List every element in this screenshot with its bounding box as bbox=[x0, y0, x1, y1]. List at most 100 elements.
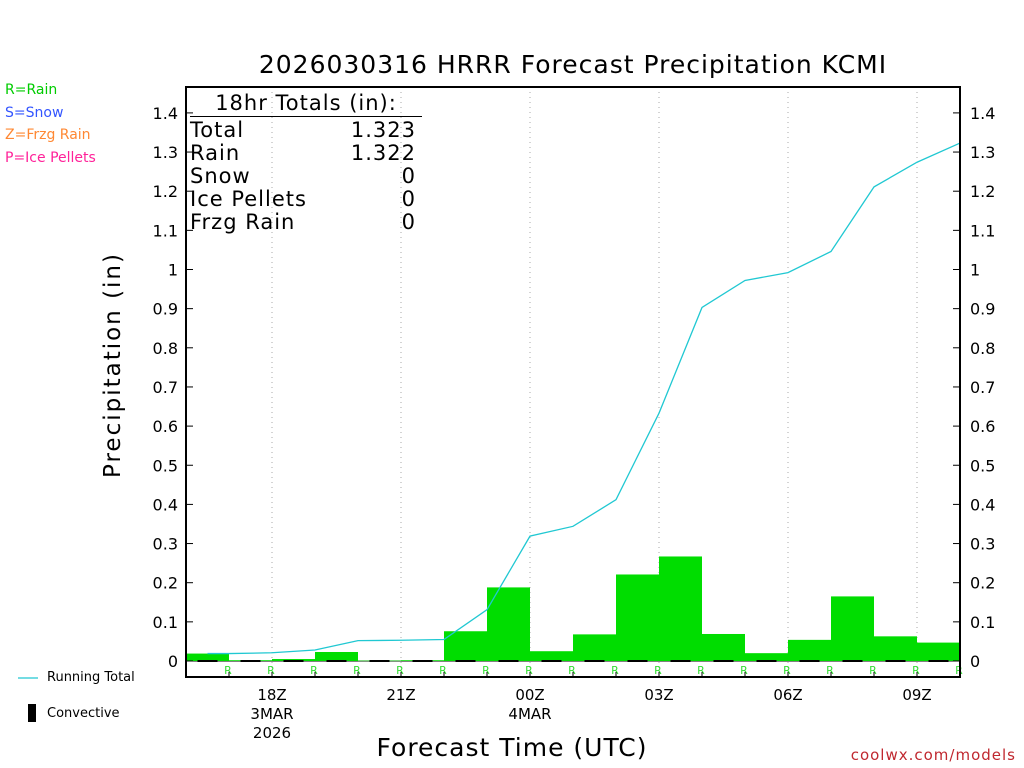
hourly-precip-bar bbox=[874, 636, 917, 661]
totals-row-total: Total 1.323 bbox=[190, 119, 422, 142]
convective-swatch bbox=[28, 704, 36, 722]
x-tick-label: 06Z bbox=[773, 686, 802, 704]
x-axis-label: Forecast Time (UTC) bbox=[376, 733, 648, 762]
ptype-label: R bbox=[353, 664, 361, 677]
y-tick-label-left: 1 bbox=[168, 261, 178, 280]
totals-header: 18hr Totals (in): bbox=[190, 92, 422, 117]
chart-title: 2026030316 HRRR Forecast Precipitation K… bbox=[258, 50, 888, 79]
y-tick-label-right: 1 bbox=[970, 261, 980, 280]
y-tick-label-left: 1.2 bbox=[153, 182, 178, 201]
ptype-label: R bbox=[740, 664, 748, 677]
x-tick-label: 2026 bbox=[253, 724, 291, 742]
legend-rain: R=Rain bbox=[5, 82, 58, 98]
x-tick-label: 09Z bbox=[902, 686, 931, 704]
hourly-precip-bar bbox=[315, 651, 358, 661]
ptype-label: R bbox=[869, 664, 877, 677]
totals-row-ice-pellets: Ice Pellets 0 bbox=[190, 188, 422, 211]
x-tick-label: 00Z bbox=[515, 686, 544, 704]
legend-running-total: Running Total bbox=[47, 670, 135, 685]
hourly-precip-bar bbox=[745, 653, 788, 661]
legend-snow: S=Snow bbox=[5, 105, 64, 121]
y-tick-label-left: 0.9 bbox=[153, 300, 178, 319]
totals-value: 0 bbox=[401, 164, 416, 188]
hourly-precip-bar bbox=[530, 651, 573, 661]
y-tick-label-left: 0.2 bbox=[153, 574, 178, 593]
ptype-label: R bbox=[396, 664, 404, 677]
y-tick-label-left: 0.5 bbox=[153, 456, 178, 475]
ptype-label: R bbox=[310, 664, 318, 677]
y-tick-label-left: 0.8 bbox=[153, 339, 178, 358]
ptype-label: R bbox=[525, 664, 533, 677]
y-tick-label-left: 0.1 bbox=[153, 613, 178, 632]
hourly-precip-bar bbox=[573, 634, 616, 661]
hourly-precip-bar bbox=[616, 574, 659, 661]
y-tick-label-right: 0.7 bbox=[970, 378, 995, 397]
ptype-label: R bbox=[267, 664, 275, 677]
legend-frzg-rain: Z=Frzg Rain bbox=[5, 127, 91, 143]
y-tick-label-left: 1.1 bbox=[153, 221, 178, 240]
y-tick-label-right: 0.6 bbox=[970, 417, 995, 436]
ptype-label: R bbox=[826, 664, 834, 677]
y-tick-label-left: 0.4 bbox=[153, 495, 178, 514]
legend-convective: Convective bbox=[47, 706, 120, 721]
y-tick-label-right: 1.1 bbox=[970, 221, 995, 240]
totals-row-rain: Rain 1.322 bbox=[190, 142, 422, 165]
y-tick-label-right: 0.8 bbox=[970, 339, 995, 358]
y-tick-label-right: 0.1 bbox=[970, 613, 995, 632]
y-tick-label-left: 1.4 bbox=[153, 104, 178, 123]
hourly-precip-bar bbox=[917, 642, 960, 661]
x-tick-label: 4MAR bbox=[508, 705, 551, 723]
totals-box: 18hr Totals (in): Total 1.323 Rain 1.322 S… bbox=[190, 92, 422, 234]
y-tick-label-right: 0.2 bbox=[970, 574, 995, 593]
credit-text: coolwx.com/models bbox=[850, 746, 1016, 764]
y-axis-label: Precipitation (in) bbox=[100, 252, 126, 478]
totals-label: Ice Pellets bbox=[190, 187, 307, 211]
y-tick-label-left: 1.3 bbox=[153, 143, 178, 162]
x-tick-label: 18Z bbox=[257, 686, 286, 704]
ptype-label: R bbox=[439, 664, 447, 677]
totals-row-snow: Snow 0 bbox=[190, 165, 422, 188]
totals-label: Frzg Rain bbox=[190, 210, 296, 234]
y-tick-label-right: 1.3 bbox=[970, 143, 995, 162]
y-tick-label-right: 0.4 bbox=[970, 495, 995, 514]
hourly-precip-bar bbox=[788, 639, 831, 661]
y-tick-label-right: 0.5 bbox=[970, 456, 995, 475]
ptype-label: R bbox=[654, 664, 662, 677]
x-tick-label: 03Z bbox=[644, 686, 673, 704]
y-tick-label-right: 0.3 bbox=[970, 535, 995, 554]
totals-label: Total bbox=[190, 118, 245, 142]
x-tick-label: 3MAR bbox=[250, 705, 293, 723]
totals-value: 0 bbox=[401, 187, 416, 211]
totals-value: 1.322 bbox=[350, 141, 416, 165]
ptype-label: R bbox=[224, 664, 232, 677]
y-tick-label-right: 1.2 bbox=[970, 182, 995, 201]
ptype-label: R bbox=[783, 664, 791, 677]
y-tick-label-right: 0 bbox=[970, 652, 980, 671]
totals-label: Rain bbox=[190, 141, 241, 165]
totals-row-frzg-rain: Frzg Rain 0 bbox=[190, 211, 422, 234]
totals-value: 0 bbox=[401, 210, 416, 234]
hourly-precip-bar bbox=[487, 587, 530, 661]
legend-ice-pellets: P=Ice Pellets bbox=[5, 150, 96, 166]
hourly-precip-bar bbox=[444, 631, 487, 661]
ptype-label: R bbox=[482, 664, 490, 677]
y-tick-label-left: 0.3 bbox=[153, 535, 178, 554]
totals-label: Snow bbox=[190, 164, 251, 188]
y-tick-label-left: 0.7 bbox=[153, 378, 178, 397]
ptype-label: R bbox=[912, 664, 920, 677]
ptype-label: R bbox=[611, 664, 619, 677]
y-tick-label-right: 1.4 bbox=[970, 104, 995, 123]
hourly-precip-bar bbox=[659, 556, 702, 661]
x-tick-label: 21Z bbox=[386, 686, 415, 704]
y-tick-label-right: 0.9 bbox=[970, 300, 995, 319]
hourly-precip-bar bbox=[831, 596, 874, 661]
hourly-precip-bar bbox=[702, 633, 745, 661]
totals-value: 1.323 bbox=[350, 118, 416, 142]
hourly-precip-bar bbox=[186, 653, 229, 661]
y-tick-label-left: 0 bbox=[168, 652, 178, 671]
running-total-line bbox=[207, 142, 961, 655]
ptype-label: R bbox=[568, 664, 576, 677]
ptype-label: R bbox=[697, 664, 705, 677]
y-tick-label-left: 0.6 bbox=[153, 417, 178, 436]
